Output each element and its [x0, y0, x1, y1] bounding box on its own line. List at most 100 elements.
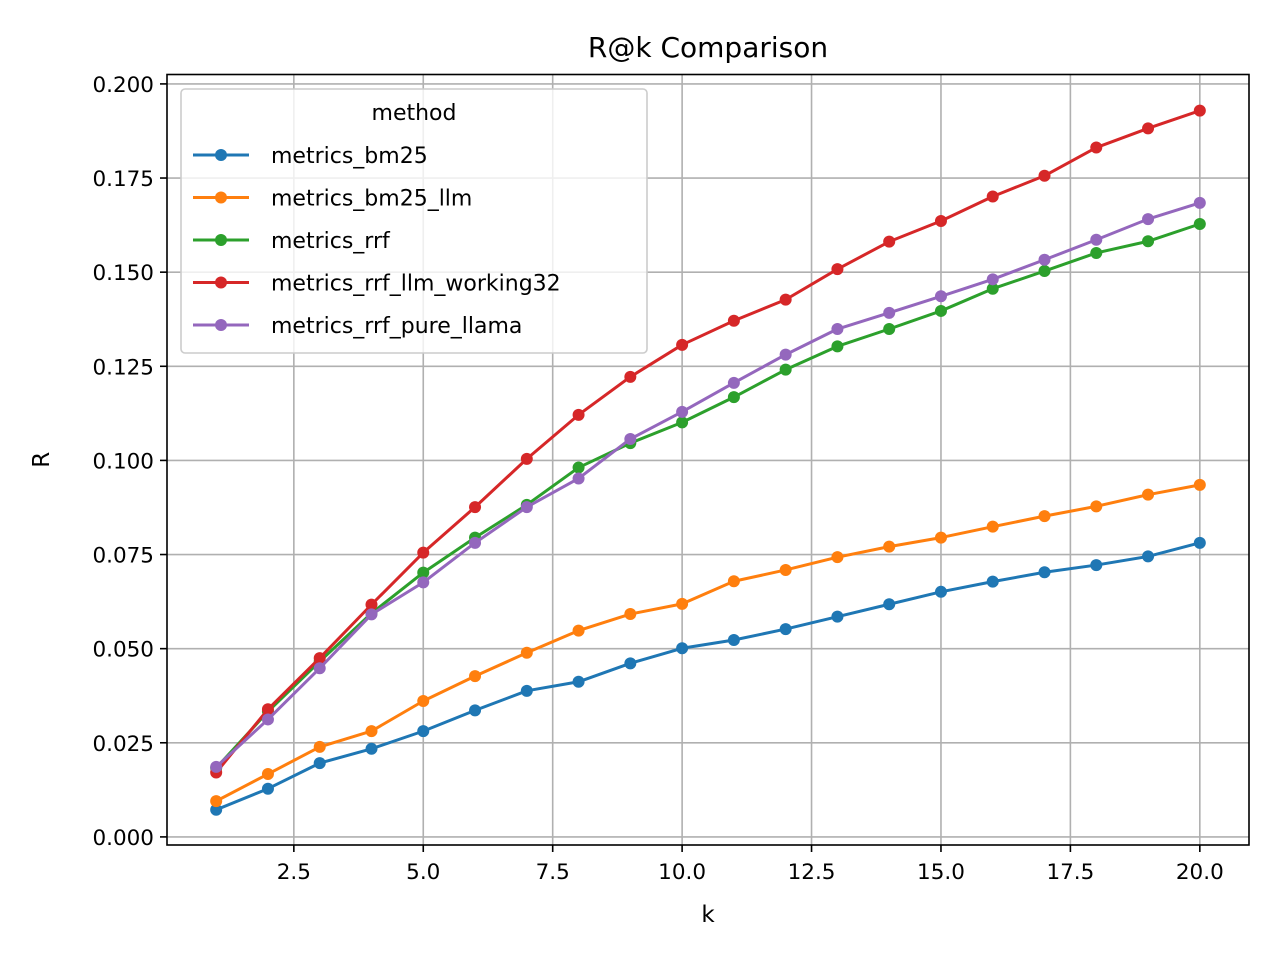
y-tick-label: 0.075	[92, 544, 154, 569]
data-point	[417, 694, 430, 707]
data-point	[883, 540, 896, 553]
data-point	[883, 598, 896, 611]
legend-entry: metrics_rrf	[193, 229, 391, 254]
data-point	[1193, 104, 1206, 117]
legend-entry: metrics_rrf_pure_llama	[193, 314, 522, 339]
data-point	[1038, 510, 1051, 523]
data-point	[934, 290, 947, 303]
data-point	[986, 575, 999, 588]
legend-entry: metrics_bm25_llm	[193, 187, 472, 212]
data-point	[417, 546, 430, 559]
data-point	[1193, 478, 1206, 491]
data-point	[365, 725, 378, 738]
y-tick-label: 0.125	[92, 355, 154, 380]
data-point	[831, 263, 844, 276]
series-line	[214, 201, 1202, 769]
data-point	[831, 323, 844, 336]
data-point	[831, 551, 844, 564]
data-point	[676, 642, 689, 655]
data-point	[417, 725, 430, 738]
y-tick-label: 0.200	[92, 73, 154, 98]
data-point	[210, 803, 223, 816]
data-point	[520, 646, 533, 659]
data-point	[261, 713, 274, 726]
data-point	[313, 757, 326, 770]
data-point	[831, 340, 844, 353]
data-point	[1142, 213, 1155, 226]
data-point	[1090, 559, 1103, 572]
data-point	[1090, 141, 1103, 154]
data-point	[934, 585, 947, 598]
x-tick-label: 12.5	[788, 860, 836, 885]
series-metrics_rrf_llm_working32	[210, 104, 1206, 779]
data-point	[520, 452, 533, 465]
data-point	[1090, 500, 1103, 513]
data-point	[934, 531, 947, 544]
data-point	[934, 304, 947, 317]
x-tick-label: 5.0	[406, 860, 440, 885]
data-point	[1090, 246, 1103, 259]
x-tick-label: 20.0	[1176, 860, 1224, 885]
y-tick-label: 0.050	[92, 638, 154, 663]
data-point	[572, 675, 585, 688]
data-point	[883, 235, 896, 248]
data-point	[779, 348, 792, 361]
data-point	[572, 624, 585, 637]
data-point	[934, 214, 947, 227]
legend-box	[180, 88, 648, 354]
data-point	[1193, 536, 1206, 549]
data-point	[883, 306, 896, 319]
series-metrics_bm25_llm	[210, 478, 1206, 808]
data-point	[1090, 233, 1103, 246]
data-point	[417, 576, 430, 589]
data-point	[779, 623, 792, 636]
x-tick-label: 2.5	[277, 860, 311, 885]
chart-title: R@k Comparison	[588, 31, 828, 64]
series-metrics_rrf_pure_llama	[210, 196, 1206, 773]
x-tick-label: 10.0	[658, 860, 706, 885]
data-point	[313, 740, 326, 753]
data-point	[986, 520, 999, 533]
legend-label: metrics_bm25_llm	[271, 187, 472, 212]
data-point	[469, 501, 482, 514]
data-point	[624, 370, 637, 383]
data-point	[1142, 122, 1155, 135]
legend-title: method	[372, 101, 457, 126]
data-point	[831, 610, 844, 623]
y-tick-label: 0.150	[92, 261, 154, 286]
data-point	[1038, 169, 1051, 182]
data-point	[676, 597, 689, 610]
data-point	[469, 670, 482, 683]
data-point	[365, 608, 378, 621]
data-point	[1038, 265, 1051, 278]
data-point	[624, 608, 637, 621]
data-point	[1142, 550, 1155, 563]
data-point	[417, 566, 430, 579]
data-point	[261, 782, 274, 795]
x-axis-label: k	[701, 902, 715, 928]
data-point	[261, 768, 274, 781]
data-point	[1038, 566, 1051, 579]
legend-label: metrics_bm25	[271, 144, 428, 169]
data-point	[624, 432, 637, 445]
data-series	[210, 104, 1206, 816]
series-line	[214, 222, 1202, 771]
data-point	[779, 293, 792, 306]
data-point	[210, 795, 223, 808]
legend-entry: metrics_rrf_llm_working32	[193, 272, 561, 297]
axis-ticks: 2.5 5.0 7.5 10.0 12.5 15.0 17.5 20.0 0.000 0.025 0…	[92, 73, 1223, 885]
series-line	[214, 541, 1202, 812]
y-tick-label: 0.100	[92, 449, 154, 474]
y-tick-label: 0.175	[92, 167, 154, 192]
legend-marker	[215, 191, 227, 204]
series-metrics_bm25	[210, 536, 1206, 816]
data-point	[520, 501, 533, 514]
data-point	[986, 273, 999, 286]
legend: method metrics_bm25 metrics_bm25_llmmetri…	[180, 88, 648, 354]
data-point	[469, 536, 482, 549]
legend-label: metrics_rrf_pure_llama	[271, 314, 522, 339]
data-point	[1142, 488, 1155, 501]
legend-marker	[215, 319, 227, 331]
data-point	[676, 405, 689, 418]
